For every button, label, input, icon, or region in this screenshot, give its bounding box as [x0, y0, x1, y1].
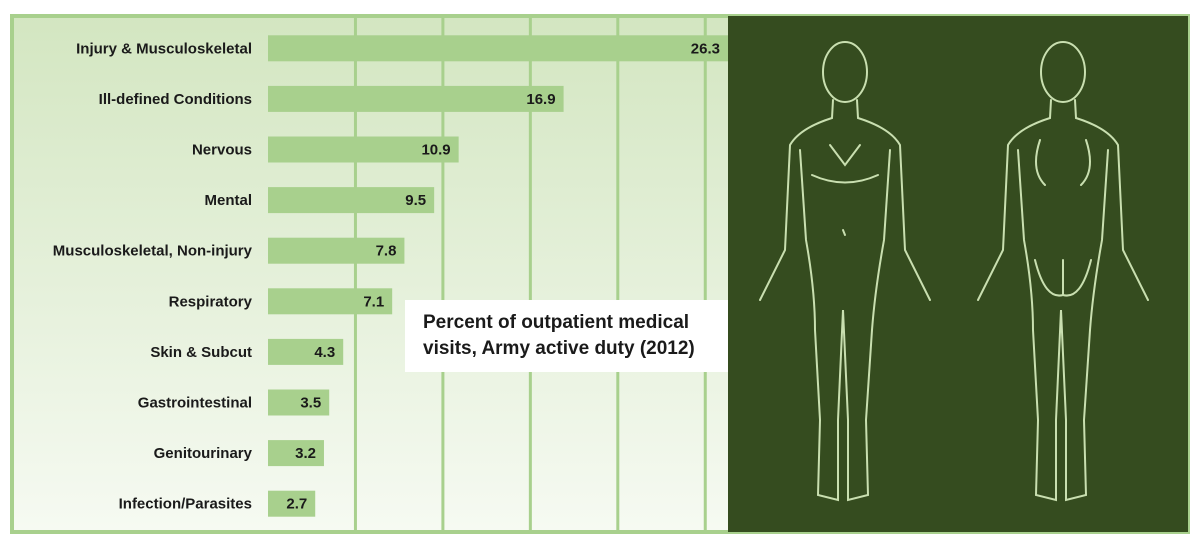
y-tick-label: Genitourinary: [154, 445, 253, 462]
bar: [268, 35, 728, 62]
bar: [268, 187, 435, 214]
bar: [268, 237, 405, 264]
bar: [268, 136, 459, 163]
body-back: [977, 41, 1149, 502]
value-label: 7.1: [363, 293, 384, 310]
chart-title: Percent of outpatient medical visits, Ar…: [405, 300, 728, 372]
bar: [268, 338, 344, 365]
value-label: 3.5: [300, 394, 321, 411]
bar: [268, 440, 324, 467]
y-tick-label: Ill-defined Conditions: [99, 91, 252, 108]
y-tick-label: Musculoskeletal, Non-injury: [53, 243, 253, 260]
y-tick-label: Respiratory: [169, 293, 253, 310]
y-tick-label: Nervous: [192, 141, 252, 158]
body-front: [759, 41, 931, 502]
bar: [268, 85, 564, 112]
value-label: 26.3: [691, 40, 720, 57]
value-label: 10.9: [421, 141, 450, 158]
value-label: 4.3: [314, 344, 335, 361]
value-label: 9.5: [405, 192, 426, 209]
value-label: 16.9: [526, 91, 555, 108]
y-tick-label: Infection/Parasites: [119, 496, 252, 513]
y-tick-label: Injury & Musculoskeletal: [76, 40, 252, 57]
y-tick-label: Gastrointestinal: [138, 394, 252, 411]
figure-panel: [728, 16, 1188, 532]
value-label: 3.2: [295, 445, 316, 462]
value-label: 2.7: [286, 496, 307, 513]
value-label: 7.8: [376, 243, 397, 260]
y-tick-label: Skin & Subcut: [150, 344, 252, 361]
bar: [268, 389, 330, 416]
bar: [268, 490, 316, 517]
y-tick-label: Mental: [204, 192, 252, 209]
bar: [268, 288, 393, 315]
